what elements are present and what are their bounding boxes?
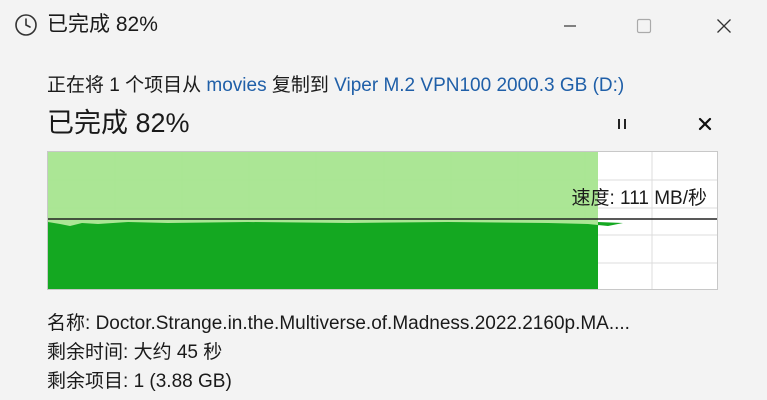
summary-middle: 复制到: [266, 75, 335, 96]
throughput-area: [48, 221, 623, 289]
maximize-icon: [636, 18, 652, 34]
minimize-icon: [564, 25, 576, 27]
file-name-row: 名称: Doctor.Strange.in.the.Multiverse.of.…: [47, 312, 630, 336]
file-name-label: 名称:: [47, 313, 96, 334]
minimize-button[interactable]: [547, 6, 593, 46]
pause-button[interactable]: [606, 110, 638, 138]
clock-icon: [14, 13, 38, 37]
speed-readout: 速度: 111 MB/秒: [571, 188, 708, 209]
source-folder-link[interactable]: movies: [206, 75, 267, 96]
transfer-speed-graph: 速度: 111 MB/秒: [47, 151, 718, 290]
destination-drive-link[interactable]: Viper M.2 VPN100 2000.3 GB (D:): [334, 75, 625, 96]
cancel-button[interactable]: [689, 110, 721, 138]
time-remaining-row: 剩余时间: 大约 45 秒: [47, 341, 222, 365]
pause-icon: [618, 119, 626, 129]
progress-status: 已完成 82%: [47, 108, 190, 138]
summary-prefix: 正在将 1 个项目从: [47, 75, 207, 96]
file-name-value: Doctor.Strange.in.the.Multiverse.of.Madn…: [95, 313, 630, 334]
items-remaining-label: 剩余项目:: [47, 371, 134, 392]
time-remaining-label: 剩余时间:: [47, 342, 134, 363]
items-remaining-value: 1 (3.88 GB): [133, 371, 232, 392]
close-icon: [717, 19, 731, 33]
cancel-icon: [698, 117, 712, 131]
close-button[interactable]: [701, 6, 747, 46]
time-remaining-value: 大约 45 秒: [133, 342, 223, 363]
copy-summary: 正在将 1 个项目从 movies 复制到 Viper M.2 VPN100 2…: [47, 73, 624, 99]
speed-graph-canvas: [48, 152, 717, 289]
items-remaining-row: 剩余项目: 1 (3.88 GB): [47, 370, 232, 394]
maximize-button[interactable]: [621, 6, 667, 46]
title-bar: 已完成 82%: [0, 0, 767, 52]
window-title: 已完成 82%: [47, 13, 158, 36]
